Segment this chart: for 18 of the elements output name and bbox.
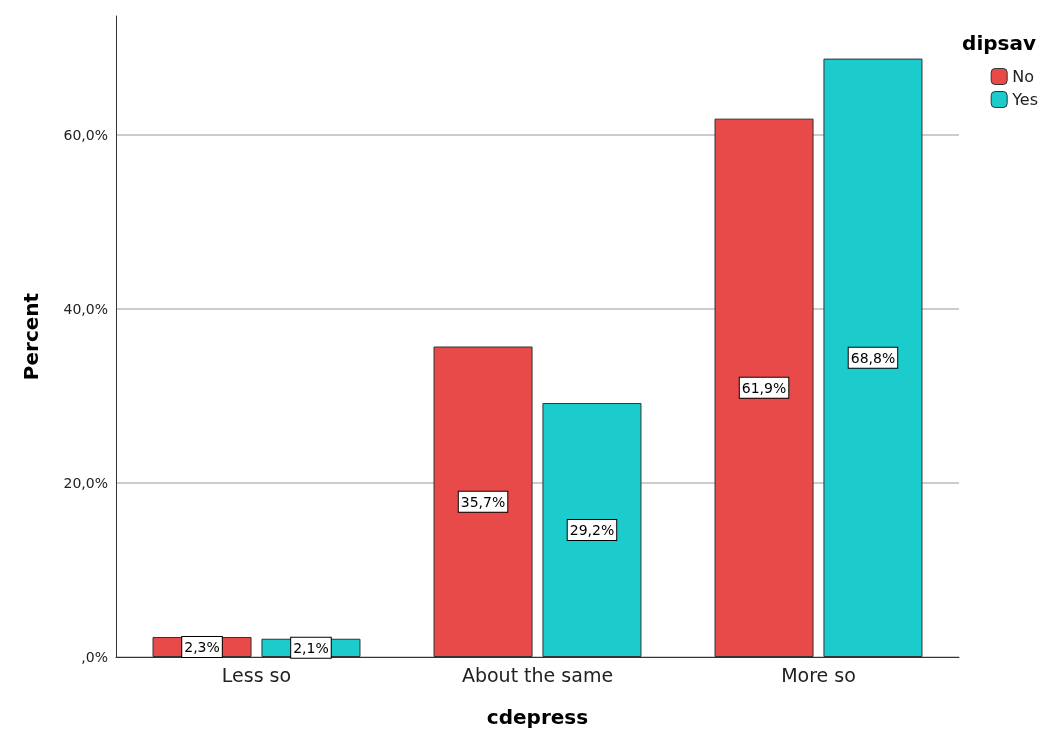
y-tick-label: ,0% bbox=[81, 649, 108, 665]
legend-label: No bbox=[1012, 67, 1034, 86]
data-label: 68,8% bbox=[850, 349, 896, 366]
legend-label: Yes bbox=[1011, 90, 1038, 109]
data-label: 2,1% bbox=[293, 639, 329, 656]
x-tick-label: More so bbox=[781, 663, 856, 686]
x-tick-label: About the same bbox=[461, 663, 614, 686]
y-tick-label: 20,0% bbox=[63, 475, 108, 492]
data-label: 29,2% bbox=[569, 522, 615, 539]
data-label: 2,3% bbox=[184, 639, 220, 655]
y-tick-label: 60,0% bbox=[63, 127, 108, 144]
y-axis-title: Percent bbox=[19, 292, 43, 381]
data-label: 35,7% bbox=[460, 493, 506, 510]
data-label: 61,9% bbox=[741, 379, 787, 396]
y-tick-label: 40,0% bbox=[63, 301, 108, 318]
legend-title: dipsav bbox=[962, 31, 1037, 55]
x-axis-title: cdepress bbox=[486, 705, 589, 729]
x-tick-label: Less so bbox=[221, 663, 292, 686]
